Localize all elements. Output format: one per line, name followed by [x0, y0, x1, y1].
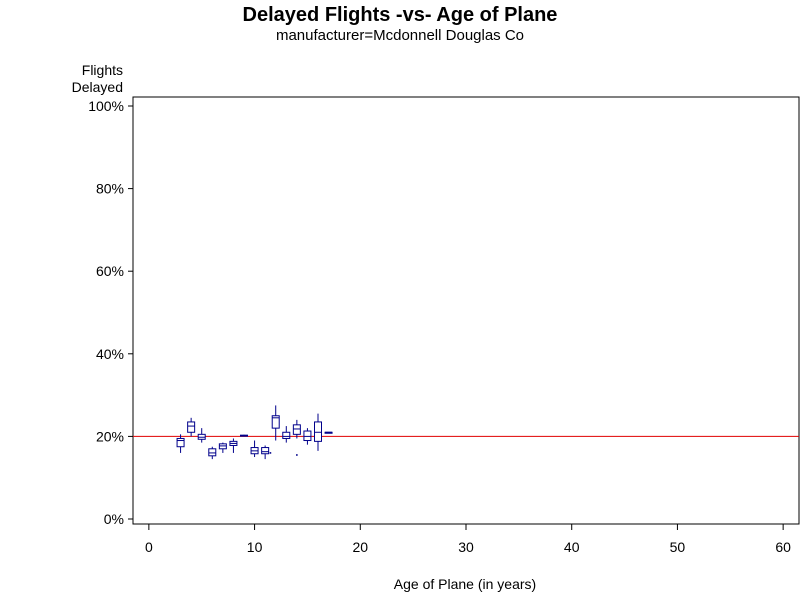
x-axis-label: Age of Plane (in years) — [394, 576, 536, 592]
x-tick-label: 40 — [564, 539, 580, 555]
box-body — [176, 437, 185, 448]
x-tick-label: 50 — [670, 539, 686, 555]
outlier-point — [269, 452, 272, 454]
box-plot-item — [197, 428, 206, 443]
box-plot-item — [187, 417, 196, 437]
y-tick-label: 20% — [96, 428, 124, 444]
box-body — [187, 421, 196, 433]
box-plot-item — [218, 442, 227, 453]
box-body — [208, 448, 217, 457]
box-body — [282, 431, 291, 439]
box-plot-item — [282, 426, 291, 443]
chart-subtitle: manufacturer=Mcdonnell Douglas Co — [276, 27, 524, 44]
box-plot-item — [271, 405, 280, 441]
box-plot-item — [250, 440, 259, 458]
box-body — [261, 447, 270, 455]
box-plot-item — [314, 413, 322, 451]
outlier-point — [296, 454, 298, 456]
x-tick-label: 30 — [458, 539, 474, 555]
y-tick-label: 100% — [88, 98, 124, 114]
box-plot-item — [229, 438, 238, 453]
y-axis: 0% 20% 40% 60% 80% 100% — [88, 98, 133, 527]
x-tick-label: 0 — [145, 539, 153, 555]
plot-frame — [132, 96, 800, 525]
x-tick-label: 60 — [775, 539, 791, 555]
y-axis-label-line-1: Flights — [82, 62, 123, 78]
box-plot-item — [240, 434, 248, 437]
x-axis: 0 10 20 30 40 50 60 — [145, 524, 791, 555]
y-tick-label: 40% — [96, 346, 124, 362]
box-body — [314, 421, 322, 442]
box-body — [303, 430, 312, 442]
box-plot-item — [176, 434, 185, 453]
box-body — [292, 424, 301, 435]
y-axis-label-line-2: Delayed — [72, 79, 123, 95]
chart-title: Delayed Flights -vs- Age of Plane — [243, 4, 558, 26]
x-tick-label: 20 — [352, 539, 368, 555]
boxplot-layer — [176, 405, 333, 460]
box-plot-item — [292, 419, 301, 439]
box-body — [271, 415, 280, 429]
y-tick-label: 0% — [104, 511, 124, 527]
box-plot-item — [324, 431, 333, 434]
x-tick-label: 10 — [247, 539, 263, 555]
box-plot-item — [303, 428, 312, 445]
y-tick-label: 60% — [96, 263, 124, 279]
box-plot-item — [208, 446, 217, 460]
y-tick-label: 80% — [96, 181, 124, 197]
box-plot-item — [261, 445, 270, 460]
